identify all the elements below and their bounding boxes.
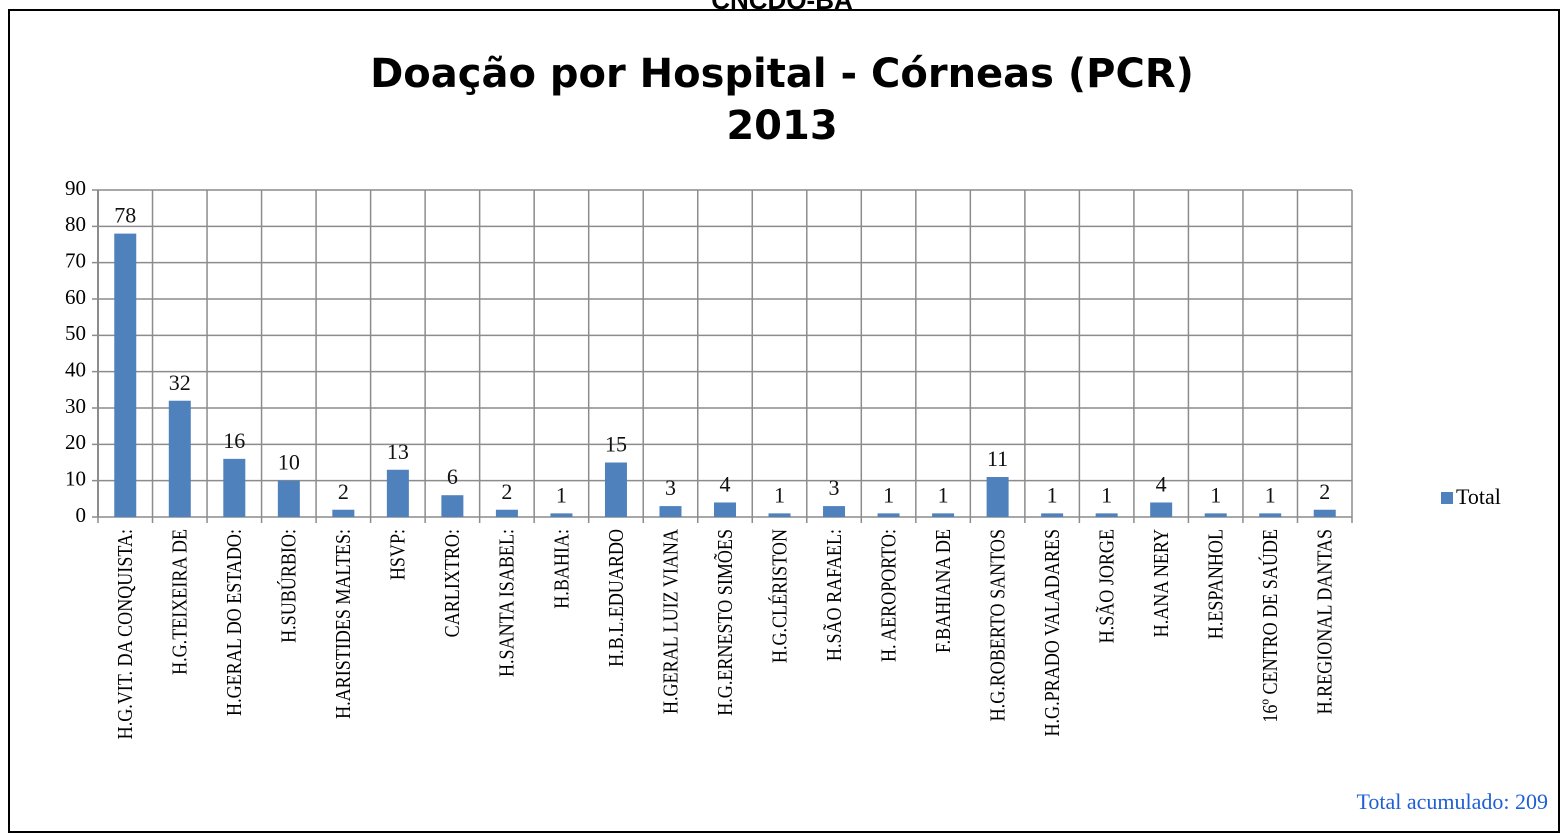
data-label: 1 [1210, 482, 1221, 507]
annotation: Total acumulado: 209 [1356, 789, 1548, 814]
bar [332, 509, 355, 517]
y-tick-label: 90 [65, 176, 86, 200]
bar [932, 513, 955, 517]
data-label: 78 [114, 203, 136, 228]
x-tick-label: H.SÃO JORGE [1095, 529, 1119, 643]
x-tick-label: H.G.VIT. DA CONQUISTA: [115, 529, 138, 739]
x-tick-label: H.BAHIA: [551, 529, 574, 609]
data-label: 6 [447, 464, 458, 489]
x-tick-label: CARLIXTRO: [442, 529, 465, 637]
data-label: 16 [223, 428, 245, 453]
data-label: 1 [883, 482, 894, 507]
x-tick-label: HSVP: [388, 529, 411, 580]
y-tick-label: 30 [65, 394, 86, 418]
data-label: 1 [938, 482, 949, 507]
y-tick-label: 80 [65, 212, 86, 236]
data-label: 10 [278, 450, 300, 475]
x-tick-label: H.SANTA ISABEL: [497, 529, 520, 677]
bar [550, 513, 573, 517]
x-tick-label: H.SÃO RAFAEL: [823, 529, 847, 661]
chart-title: 2013 [726, 103, 837, 149]
x-tick-label: H.GERAL DO ESTADO: [224, 529, 247, 716]
data-label: 2 [501, 479, 512, 504]
header: CNCDO-BA [711, 0, 853, 15]
chart-title: Doação por Hospital - Córneas (PCR) [370, 51, 1194, 97]
x-tick-label: H.G.ROBERTO SANTOS [987, 529, 1010, 721]
bar [877, 513, 900, 517]
bar [386, 469, 409, 517]
bar [1095, 513, 1118, 517]
data-label: 3 [665, 475, 676, 500]
x-tick-label: H.REGIONAL DANTAS [1314, 529, 1337, 714]
data-label: 15 [605, 432, 627, 457]
bar [495, 509, 518, 517]
data-label: 1 [774, 482, 785, 507]
data-label: 1 [1101, 482, 1112, 507]
data-label: 4 [1156, 472, 1167, 497]
bar [1204, 513, 1227, 517]
data-label: 2 [338, 479, 349, 504]
legend-swatch [1441, 492, 1453, 504]
data-label: 1 [556, 482, 567, 507]
bar [1259, 513, 1282, 517]
frame [8, 9, 1560, 833]
bar [604, 462, 627, 517]
data-label: 1 [1265, 482, 1276, 507]
data-label: 11 [987, 446, 1008, 471]
data-label: 1 [1047, 482, 1058, 507]
y-tick-label: 0 [76, 503, 87, 527]
x-tick-label: F.BAHIANA DE [933, 529, 956, 653]
x-tick-label: H.G.TEIXEIRA DE [169, 529, 192, 675]
y-tick-label: 50 [65, 321, 86, 345]
x-tick-label: H. AEROPORTO: [878, 529, 901, 662]
bar [1041, 513, 1064, 517]
bar [714, 502, 736, 517]
x-tick-label: H.ESPANHOL [1205, 529, 1228, 639]
x-tick-label: H.GERAL LUIZ VIANA [660, 529, 683, 714]
bar [1313, 509, 1336, 517]
bar [114, 233, 137, 517]
x-tick-label: H.G.PRADO VALADARES [1042, 529, 1065, 736]
data-label: 32 [169, 370, 191, 395]
data-label: 13 [387, 439, 409, 464]
y-tick-label: 20 [65, 430, 86, 454]
bar [823, 506, 846, 517]
y-tick-label: 10 [65, 466, 86, 490]
bar [277, 480, 300, 517]
legend-label: Total [1456, 484, 1501, 509]
x-tick-label: H.G.CLÉRISTON [768, 529, 792, 663]
x-tick-label: H.ANA NERY [1151, 529, 1174, 637]
x-tick-label: H.B.L.EDUARDO [606, 529, 629, 667]
data-label: 4 [720, 472, 731, 497]
bar [986, 477, 1009, 517]
x-tick-label: 16º CENTRO DE SAÚDE [1259, 529, 1283, 723]
x-tick-label: H.ARISTIDES MALTES: [333, 529, 356, 719]
data-label: 3 [829, 475, 840, 500]
bar [659, 506, 682, 517]
y-tick-label: 40 [65, 357, 86, 381]
x-tick-label: H.SUBÚRBIO: [277, 529, 301, 643]
bar [1150, 502, 1173, 517]
bar [768, 513, 791, 517]
y-tick-label: 70 [65, 248, 86, 272]
data-label: 2 [1319, 479, 1330, 504]
bar [223, 458, 246, 517]
y-tick-label: 60 [65, 285, 86, 309]
bar [168, 400, 191, 517]
x-tick-label: H.G.ERNESTO SIMÕES [714, 529, 738, 716]
bar [441, 495, 464, 517]
